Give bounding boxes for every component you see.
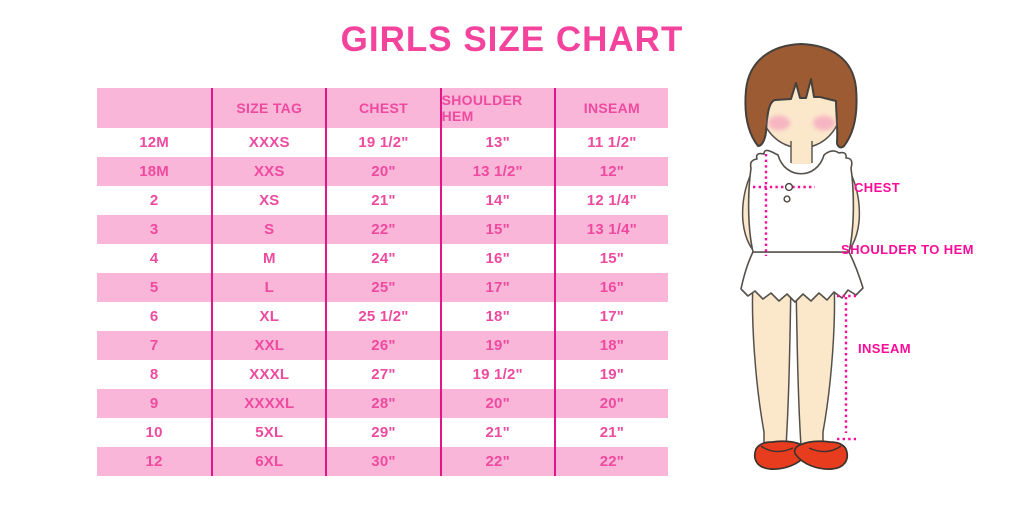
- table-cell: 11 1/2": [553, 128, 668, 157]
- top-button-2: [783, 195, 791, 203]
- table-cell: 22": [553, 447, 668, 476]
- table-row: 10 5XL 29" 21" 21": [97, 418, 668, 447]
- table-cell: XXXL: [211, 360, 325, 389]
- table-cell: 5XL: [211, 418, 325, 447]
- table-cell: 21": [553, 418, 668, 447]
- table-row: 2 XS 21" 14" 12 1/4": [97, 186, 668, 215]
- header-cell: SIZE TAG: [211, 88, 325, 128]
- table-cell: 21": [325, 186, 439, 215]
- table-cell: 20": [553, 389, 668, 418]
- table-row: 9 XXXXL 28" 20" 20": [97, 389, 668, 418]
- header-row: SIZE TAG CHEST SHOULDER HEM INSEAM: [97, 88, 668, 128]
- table-cell: 30": [325, 447, 439, 476]
- size-cell: 10: [145, 424, 163, 441]
- table-row: 3 S 22" 15" 13 1/4": [97, 215, 668, 244]
- size-cell: 12: [145, 453, 163, 470]
- table-cell: 25 1/2": [325, 302, 439, 331]
- header-cell: CHEST: [325, 88, 439, 128]
- girl-hair: [744, 43, 858, 149]
- table-cell: 27": [325, 360, 439, 389]
- table-cell: 6XL: [211, 447, 325, 476]
- inseam-label: INSEAM: [858, 341, 911, 356]
- page-title: GIRLS SIZE CHART: [340, 20, 684, 59]
- girl-skirt: [740, 251, 864, 303]
- table-cell: 19 1/2": [439, 360, 554, 389]
- table-cell: 12": [553, 157, 668, 186]
- table-cell: XXXS: [211, 128, 325, 157]
- girl-cheek-right: [813, 115, 835, 131]
- table-cell: 28": [325, 389, 439, 418]
- table-row: 12 6XL 30" 22" 22": [97, 447, 668, 476]
- table-cell: 22": [439, 447, 554, 476]
- header-cell: SHOULDER HEM: [439, 88, 554, 128]
- table-cell: 15": [439, 215, 554, 244]
- table-cell: 18": [553, 331, 668, 360]
- table-cell: 16": [439, 244, 554, 273]
- table-cell: 13 1/4": [553, 215, 668, 244]
- size-cell: 18M: [139, 163, 169, 180]
- table-row: 8 XXXL 27" 19 1/2" 19": [97, 360, 668, 389]
- table-cell: 18": [439, 302, 554, 331]
- top-button-1: [784, 182, 794, 192]
- table-row: 18M XXS 20" 13 1/2" 12": [97, 157, 668, 186]
- table-row: 12M XXXS 19 1/2" 13" 11 1/2": [97, 128, 668, 157]
- table-cell: 14": [439, 186, 554, 215]
- table-cell: 24": [325, 244, 439, 273]
- table-cell: XS: [211, 186, 325, 215]
- table-cell: 21": [439, 418, 554, 447]
- size-cell: 12M: [139, 134, 169, 151]
- table-cell: 22": [325, 215, 439, 244]
- table-cell: 17": [553, 302, 668, 331]
- table-row: 6 XL 25 1/2" 18" 17": [97, 302, 668, 331]
- size-cell: 5: [149, 279, 159, 296]
- shoulder-to-hem-label: SHOULDER TO HEM: [841, 242, 974, 257]
- table-cell: S: [211, 215, 325, 244]
- table-cell: 13": [439, 128, 554, 157]
- size-chart-table: SIZE TAG CHEST SHOULDER HEM INSEAM 12M XXXS 19…: [97, 88, 668, 476]
- table-row: 4 M 24" 16" 15": [97, 244, 668, 273]
- header-cell: INSEAM: [553, 88, 668, 128]
- size-cell: 2: [149, 192, 159, 209]
- table-cell: 26": [325, 331, 439, 360]
- girl-cheek-left: [768, 115, 790, 131]
- table-cell: 25": [325, 273, 439, 302]
- table-cell: XXL: [211, 331, 325, 360]
- size-cell: 6: [149, 308, 159, 325]
- table-cell: 16": [553, 273, 668, 302]
- table-cell: 19": [553, 360, 668, 389]
- table-cell: 20": [325, 157, 439, 186]
- table-cell: 12 1/4": [553, 186, 668, 215]
- table-cell: 13 1/2": [439, 157, 554, 186]
- table-cell: XXS: [211, 157, 325, 186]
- table-cell: 17": [439, 273, 554, 302]
- table-cell: XXXXL: [211, 389, 325, 418]
- size-cell: 9: [149, 395, 159, 412]
- table-cell: L: [211, 273, 325, 302]
- size-cell: 8: [149, 366, 159, 383]
- table-cell: 29": [325, 418, 439, 447]
- girl-shoe-right: [793, 440, 849, 470]
- size-cell: 4: [149, 250, 159, 267]
- chest-label: CHEST: [854, 180, 900, 195]
- girl-leg-right: [795, 279, 836, 447]
- table-cell: M: [211, 244, 325, 273]
- girl-leg-left: [751, 279, 792, 447]
- table-cell: 20": [439, 389, 554, 418]
- size-cell: 7: [149, 337, 159, 354]
- girl-neck: [790, 136, 813, 164]
- table-cell: 15": [553, 244, 668, 273]
- size-cell: 3: [149, 221, 159, 238]
- girl-top: [747, 149, 855, 253]
- table-cell: XL: [211, 302, 325, 331]
- table-cell: 19 1/2": [325, 128, 439, 157]
- table-row: 5 L 25" 17" 16": [97, 273, 668, 302]
- table-cell: 19": [439, 331, 554, 360]
- table-row: 7 XXL 26" 19" 18": [97, 331, 668, 360]
